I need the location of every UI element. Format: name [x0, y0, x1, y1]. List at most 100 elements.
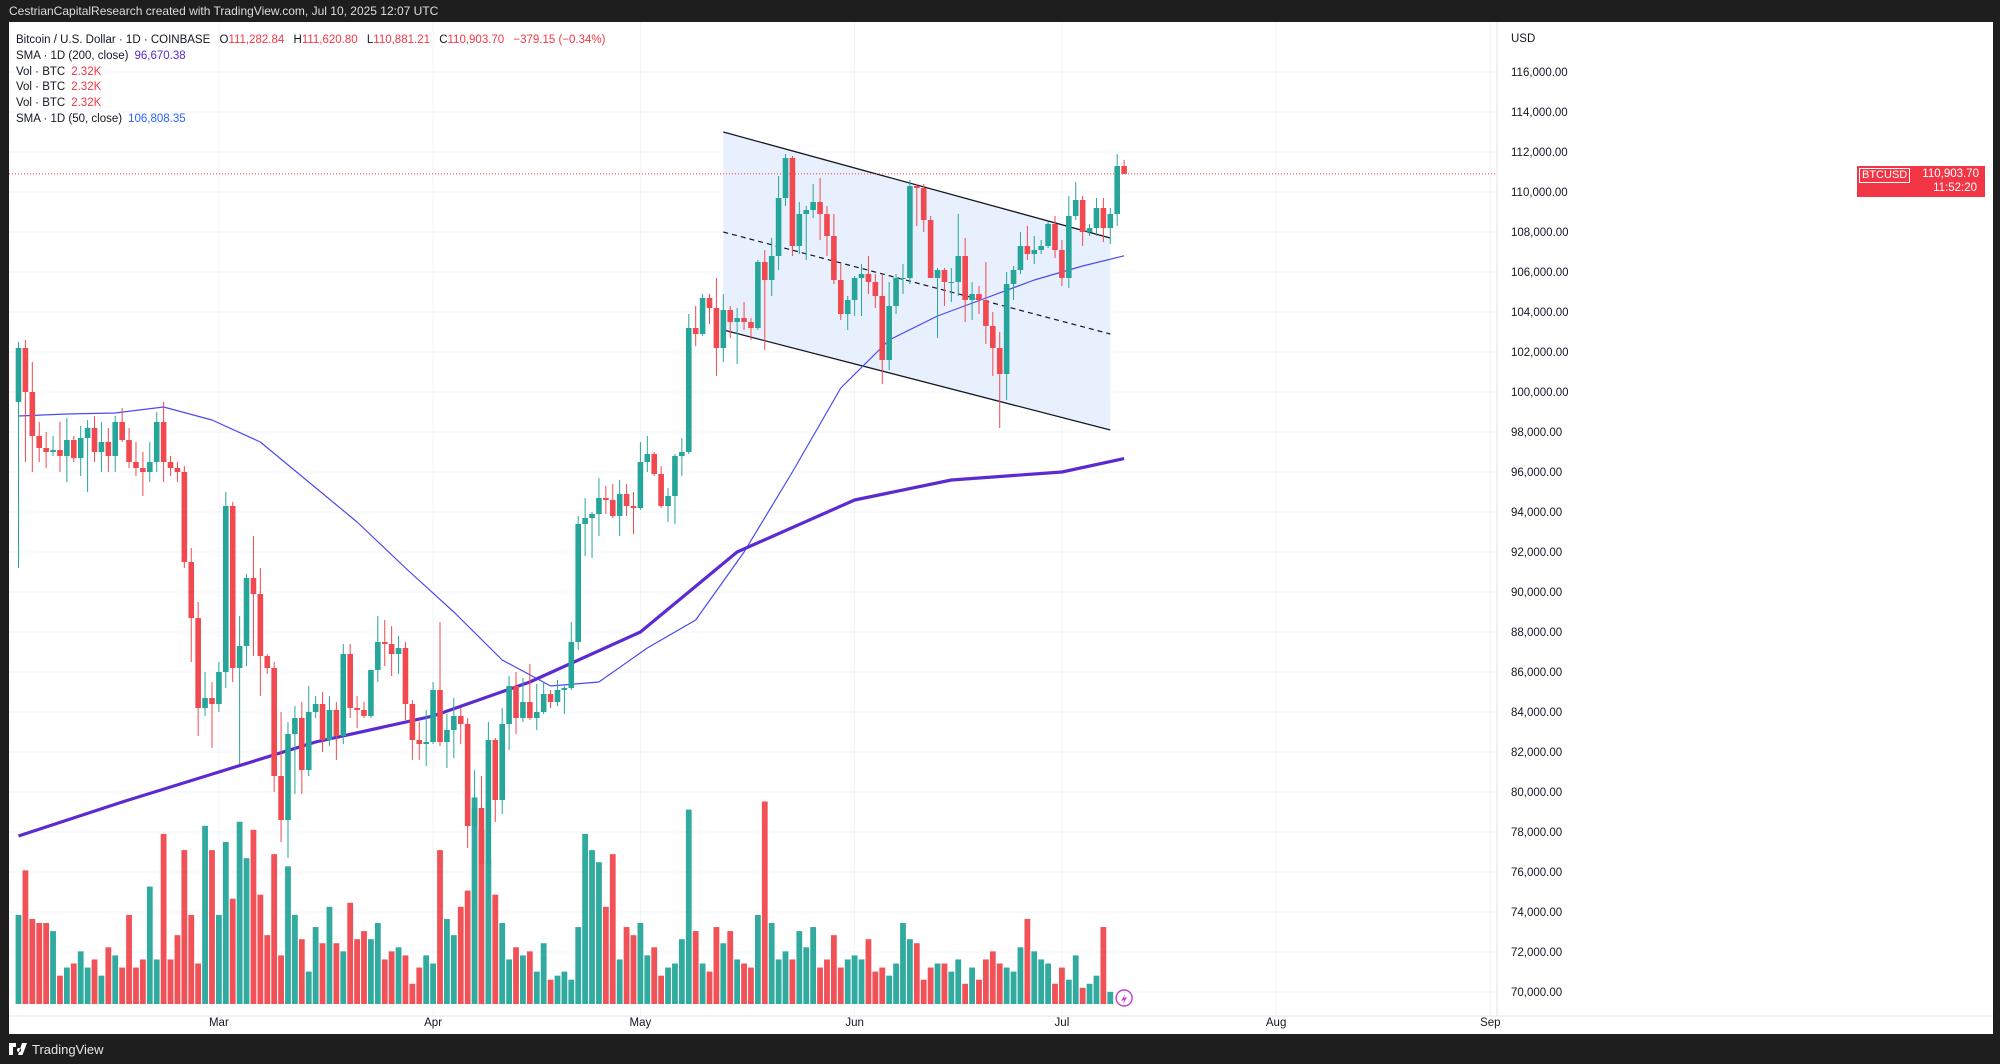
candle-body — [146, 462, 153, 472]
candle — [983, 262, 989, 344]
candle-body — [540, 694, 547, 712]
volume-bar — [485, 862, 492, 1004]
candle — [105, 428, 112, 472]
volume-value: 2.32K — [71, 81, 102, 94]
candle — [865, 256, 872, 294]
volume-bar — [582, 833, 589, 1004]
price-tick-label: 112,000.00 — [1511, 147, 1568, 159]
candle — [22, 340, 29, 462]
candle-body — [858, 274, 865, 278]
volume-bar — [810, 927, 817, 1004]
volume-bar — [948, 971, 955, 1004]
legend-sma200-row[interactable]: SMA · 1D (200, close) 96,670.38 — [16, 49, 605, 65]
candle — [340, 644, 347, 744]
last-price-label: BTCUSD 110,903.70 11:52:20 — [1857, 165, 1985, 197]
volume-bar — [36, 923, 43, 1004]
candle — [858, 264, 865, 316]
candle — [250, 536, 257, 656]
volume-bar — [105, 947, 112, 1004]
volume-bar — [803, 947, 810, 1004]
channel-lower-line — [723, 329, 1111, 431]
volume-bar — [257, 894, 264, 1004]
tradingview-logo[interactable]: TradingView — [9, 1042, 104, 1057]
ohlc-high-label: H — [293, 34, 302, 46]
candle — [160, 402, 167, 482]
candle-body — [927, 220, 934, 278]
candle — [326, 696, 333, 746]
price-tick-label: 108,000.00 — [1511, 227, 1569, 239]
candle-body — [582, 518, 588, 524]
ohlc-close: 110,903.70 — [447, 34, 505, 46]
legend-sma50-row[interactable]: SMA · 1D (50, close) 106,808.35 — [16, 112, 605, 128]
candle-body — [499, 724, 505, 800]
volume-bar — [409, 983, 416, 1004]
candle — [70, 436, 77, 462]
candle — [706, 294, 713, 324]
volume-bar — [1079, 987, 1086, 1004]
volume-bar — [789, 959, 796, 1004]
volume-bar — [43, 923, 50, 1004]
volume-bar — [1059, 967, 1065, 1004]
candle — [775, 176, 782, 270]
candle-body — [1066, 216, 1072, 278]
candle — [844, 296, 851, 330]
candle — [409, 700, 416, 760]
volume-bar — [775, 959, 782, 1004]
candle-body — [506, 686, 512, 724]
candle — [734, 308, 740, 364]
candle-body — [775, 198, 782, 256]
price-chart[interactable]: 70,000.00 72,000.00 74,000.00 76,000.00 78,0… — [9, 22, 1993, 1034]
candle-body — [879, 296, 886, 360]
candle — [685, 314, 692, 454]
candle-body — [568, 642, 575, 688]
candle-body — [29, 392, 36, 436]
volume-bar — [865, 939, 872, 1004]
candle — [167, 456, 174, 476]
candle-body — [1003, 284, 1010, 374]
candle-body — [934, 270, 941, 278]
legend-volume-row[interactable]: Vol · BTC 2.32K — [16, 96, 605, 112]
candle — [907, 180, 913, 284]
sma50-label: SMA · 1D (50, close) — [16, 112, 123, 125]
candle-body — [188, 562, 195, 618]
volume-bar — [761, 801, 768, 1004]
candle — [312, 696, 319, 718]
candle-body — [768, 256, 775, 280]
candle-body — [1045, 224, 1051, 246]
candle — [457, 708, 464, 744]
legend-volume-row[interactable]: Vol · BTC 2.32K — [16, 80, 605, 96]
price-tick-label: 76,000.00 — [1511, 867, 1562, 879]
candle-body — [416, 740, 423, 744]
volume-bar — [1072, 955, 1079, 1004]
volume-bar — [824, 959, 830, 1004]
candle — [174, 462, 181, 482]
legend-volume-row[interactable]: Vol · BTC 2.32K — [16, 65, 605, 81]
candle — [810, 184, 816, 218]
candle-body — [872, 282, 879, 296]
candle — [1010, 266, 1017, 300]
candle — [914, 184, 920, 226]
candle — [533, 684, 540, 730]
volume-bar — [63, 967, 70, 1004]
candle-body — [962, 256, 968, 300]
candle-body — [119, 422, 125, 440]
candle-body — [720, 310, 727, 348]
volume-bar — [22, 870, 29, 1004]
volume-bar — [665, 967, 671, 1004]
candle — [761, 250, 768, 350]
candle — [886, 282, 892, 370]
volume-bar — [699, 963, 706, 1004]
volume-bar — [1031, 951, 1038, 1004]
volume-bar — [305, 971, 312, 1004]
candle-body — [789, 158, 796, 246]
candle — [1079, 196, 1086, 246]
candle — [727, 306, 734, 338]
candle — [257, 568, 264, 696]
volume-bar — [444, 918, 450, 1004]
candle — [216, 662, 222, 712]
volume-bar — [478, 829, 485, 1004]
candle — [395, 636, 402, 674]
candle-body — [1093, 208, 1100, 228]
candle — [651, 452, 658, 476]
candle-body — [699, 298, 706, 334]
